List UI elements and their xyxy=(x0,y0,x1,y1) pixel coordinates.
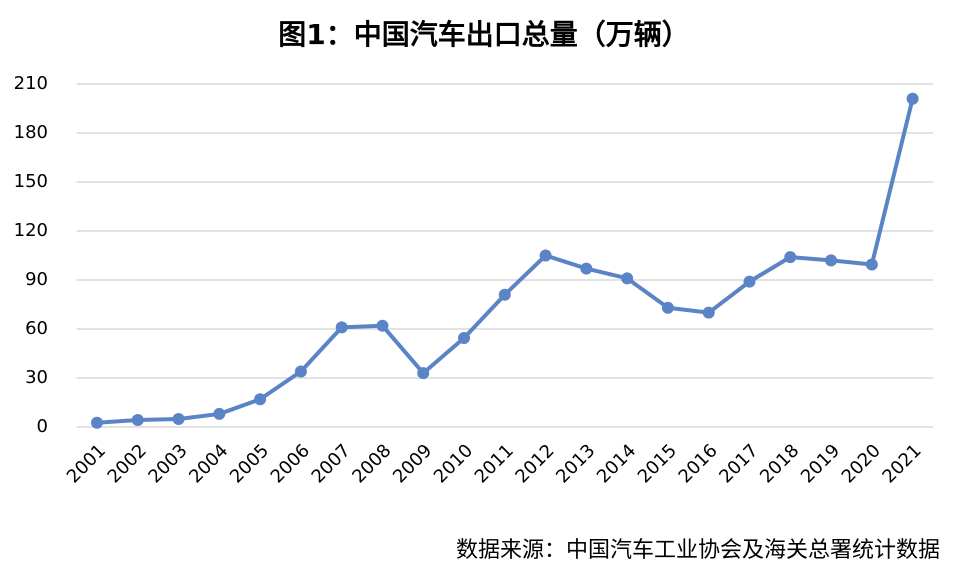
x-tick-label: 2020 xyxy=(838,440,885,487)
data-point xyxy=(580,262,593,275)
x-tick-label: 2014 xyxy=(593,440,640,487)
data-point xyxy=(335,321,348,334)
x-tick-label: 2005 xyxy=(226,440,273,487)
x-tick-label: 2013 xyxy=(552,440,599,487)
data-point xyxy=(906,92,919,105)
data-point xyxy=(294,365,307,378)
y-tick-label: 120 xyxy=(14,220,48,241)
x-tick-label: 2007 xyxy=(308,440,355,487)
x-tick-label: 2016 xyxy=(675,440,722,487)
y-tick-label: 60 xyxy=(25,318,48,339)
y-tick-label: 90 xyxy=(25,269,48,290)
y-tick-label: 150 xyxy=(14,171,48,192)
data-point xyxy=(254,393,267,406)
data-point xyxy=(865,258,878,271)
data-point xyxy=(498,288,511,301)
x-tick-label: 2009 xyxy=(389,440,436,487)
y-tick-label: 180 xyxy=(14,122,48,143)
source-note: 数据来源：中国汽车工业协会及海关总署统计数据 xyxy=(456,538,940,563)
x-tick-label: 2010 xyxy=(430,440,477,487)
x-tick-label: 2017 xyxy=(715,440,762,487)
x-tick-label: 2001 xyxy=(63,440,110,487)
data-point xyxy=(131,413,144,426)
x-tick-label: 2004 xyxy=(185,440,232,487)
x-tick-label: 2002 xyxy=(104,440,151,487)
data-point xyxy=(213,407,226,420)
data-point xyxy=(90,416,103,429)
x-tick-label: 2015 xyxy=(634,440,681,487)
x-tick-label: 2003 xyxy=(144,440,191,487)
data-point xyxy=(417,367,430,380)
y-tick-label: 30 xyxy=(25,367,48,388)
x-tick-label: 2018 xyxy=(756,440,803,487)
x-tick-label: 2006 xyxy=(267,440,314,487)
data-point xyxy=(825,254,838,267)
data-point xyxy=(172,412,185,425)
x-tick-label: 2019 xyxy=(797,440,844,487)
y-tick-label: 0 xyxy=(37,416,48,437)
data-point xyxy=(621,272,634,285)
x-tick-label: 2008 xyxy=(348,440,395,487)
data-point xyxy=(702,306,715,319)
data-point xyxy=(743,275,756,288)
data-point xyxy=(458,331,471,344)
x-tick-label: 2011 xyxy=(471,440,518,487)
y-tick-label: 210 xyxy=(14,73,48,94)
chart-title: 图1：中国汽车出口总量（万辆） xyxy=(278,18,689,51)
data-point xyxy=(376,319,389,332)
data-point xyxy=(539,249,552,262)
x-tick-label: 2012 xyxy=(511,440,558,487)
data-point xyxy=(784,251,797,264)
data-point xyxy=(661,301,674,314)
x-tick-label: 2021 xyxy=(878,440,925,487)
